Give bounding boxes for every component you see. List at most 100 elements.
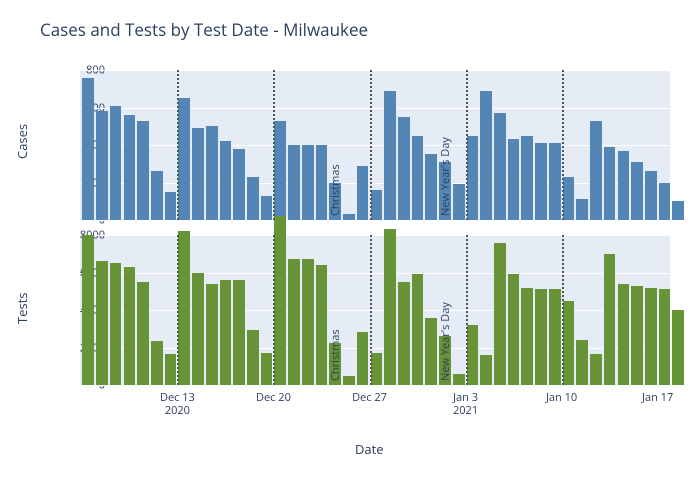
tests-bar (192, 273, 204, 386)
cases-bar (371, 190, 383, 220)
cases-bar (274, 121, 286, 220)
cases-bar (672, 201, 684, 220)
x-axis-title: Date (355, 440, 384, 458)
cases-bar (178, 98, 190, 220)
week-divider (273, 235, 275, 385)
cases-bar (645, 171, 657, 220)
y-axis-title-tests: Tests (13, 304, 31, 324)
annotation-christmas: Christmas (328, 329, 343, 381)
cases-bar (480, 91, 492, 220)
tests-bar (398, 282, 410, 385)
gridline (80, 273, 670, 274)
week-divider (177, 235, 179, 385)
cases-bar (576, 199, 588, 220)
tests-bar (604, 254, 616, 385)
week-divider (370, 235, 372, 385)
cases-bar (220, 141, 232, 220)
tests-bar (549, 289, 561, 385)
tests-bar (521, 288, 533, 386)
tests-bar (672, 310, 684, 385)
gridline (80, 183, 670, 184)
cases-subplot: ChristmasNew Year's Day (80, 70, 670, 220)
tests-bar (494, 243, 506, 386)
tests-bar (288, 259, 300, 385)
gridline (80, 385, 670, 386)
tests-bar (535, 289, 547, 385)
tests-bar (247, 330, 259, 385)
cases-bar (604, 147, 616, 220)
tests-bar (645, 288, 657, 386)
tests-bar (261, 353, 273, 385)
gridline (80, 145, 670, 146)
week-divider (370, 70, 372, 220)
tests-bar (631, 286, 643, 385)
tests-bar (453, 374, 465, 385)
cases-bar (247, 177, 259, 220)
gridline (80, 220, 670, 221)
tests-bar (96, 261, 108, 385)
chart-title: Cases and Tests by Test Date - Milwaukee (40, 18, 368, 41)
x-tick-label: Dec 27 (352, 391, 387, 404)
cases-bar (467, 136, 479, 220)
week-divider (562, 70, 564, 220)
cases-bar (302, 145, 314, 220)
cases-bar (165, 192, 177, 220)
week-divider (466, 70, 468, 220)
annotation-new-year-s-day: New Year's Day (438, 137, 453, 216)
cases-bar (398, 117, 410, 220)
cases-bar (357, 166, 369, 220)
x-tick-label: Jan 10 (546, 391, 577, 404)
cases-bar (261, 196, 273, 220)
cases-bar (343, 214, 355, 220)
tests-bar (659, 289, 671, 385)
cases-bar (151, 171, 163, 220)
gridline (80, 235, 670, 236)
cases-bar (412, 136, 424, 220)
x-tick-label: Jan 32021 (453, 391, 478, 417)
week-divider (273, 70, 275, 220)
tests-bar (316, 265, 328, 385)
week-divider (177, 70, 179, 220)
week-divider (466, 235, 468, 385)
cases-bar (124, 115, 136, 220)
cases-bar (316, 145, 328, 220)
cases-bar (110, 106, 122, 220)
tests-bar (618, 284, 630, 385)
tests-bar (384, 229, 396, 385)
cases-bar (521, 136, 533, 220)
cases-bar (508, 139, 520, 220)
cases-bar (549, 143, 561, 220)
tests-bar (302, 259, 314, 385)
tests-bar (480, 355, 492, 385)
tests-bar (110, 263, 122, 385)
gridline (80, 70, 670, 71)
tests-bar (412, 274, 424, 385)
cases-bar (631, 162, 643, 220)
tests-bar (124, 267, 136, 385)
tests-bar (206, 284, 218, 385)
tests-bar (343, 376, 355, 385)
y-axis-title-cases: Cases (13, 139, 31, 159)
tests-bar (563, 301, 575, 385)
cases-bar (384, 91, 396, 220)
x-tick-label: Dec 20 (256, 391, 291, 404)
cases-bar (137, 121, 149, 220)
x-tick-label: Jan 17 (642, 391, 673, 404)
tests-bar (165, 354, 177, 385)
cases-bar (425, 154, 437, 220)
tests-bar (137, 282, 149, 385)
tests-bar (178, 231, 190, 385)
tests-bar (274, 216, 286, 385)
tests-bar (425, 318, 437, 386)
cases-bar (590, 121, 602, 220)
cases-bar (494, 113, 506, 220)
tests-bar (371, 353, 383, 385)
cases-bar (659, 183, 671, 221)
cases-bar (288, 145, 300, 220)
tests-bar (590, 354, 602, 385)
x-tick-label: Dec 132020 (160, 391, 195, 417)
cases-bar (453, 184, 465, 220)
tests-bar (82, 235, 94, 385)
gridline (80, 310, 670, 311)
annotation-new-year-s-day: New Year's Day (438, 302, 453, 381)
